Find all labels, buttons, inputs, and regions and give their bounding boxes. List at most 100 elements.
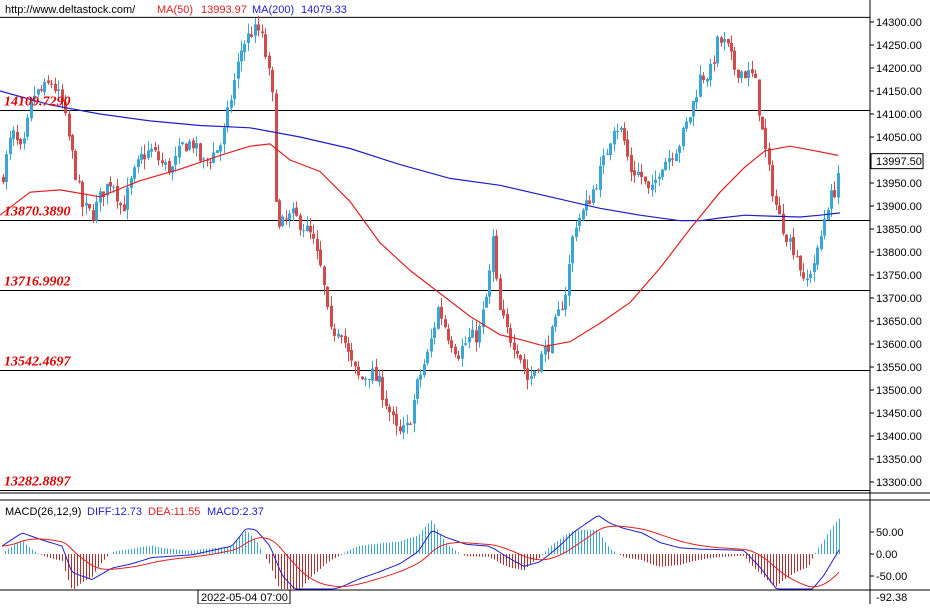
candle-body	[606, 153, 609, 155]
candle-body	[537, 369, 540, 371]
macd-min-label: -92.38	[876, 592, 907, 604]
candle-body	[268, 55, 271, 69]
candle-body	[785, 234, 788, 243]
ma50-label: MA(50)	[157, 4, 193, 16]
candle-body	[730, 42, 733, 52]
candle-body	[482, 309, 485, 328]
candle-body	[285, 218, 288, 220]
macd-title: MACD(26,12,9)	[5, 506, 81, 518]
price-tick-label: 14150.00	[876, 86, 922, 98]
candle-body	[744, 71, 747, 79]
candle-body	[171, 166, 174, 173]
candle-body	[633, 170, 636, 176]
candle-body	[837, 172, 840, 198]
candle-body	[354, 361, 357, 367]
candle-body	[485, 296, 488, 308]
candle-body	[554, 316, 557, 327]
candle-body	[264, 34, 267, 57]
macd-value-label: MACD:2.37	[207, 506, 264, 518]
level-label: 13716.9902	[4, 275, 71, 290]
level-label: 14109.7290	[4, 95, 71, 110]
candle-body	[216, 150, 219, 154]
candle-body	[33, 95, 36, 100]
candle-body	[302, 230, 305, 232]
candle-body	[651, 184, 654, 191]
macd-axis-ticks: 50.00 0.00 -50.00	[870, 527, 907, 583]
candle-body	[333, 328, 336, 336]
level-label: 13282.8897	[4, 475, 72, 490]
candle-body	[509, 328, 512, 343]
candle-body	[506, 314, 509, 328]
candle-body	[206, 159, 209, 161]
candle-body	[613, 130, 616, 145]
candle-body	[568, 264, 571, 296]
source-url[interactable]: http://www.deltastock.com/	[5, 4, 136, 16]
candle-body	[288, 213, 291, 221]
candle-body	[150, 148, 153, 152]
candle-body	[450, 340, 453, 349]
candle-body	[699, 74, 702, 97]
candle-body	[620, 127, 623, 130]
candle-body	[137, 159, 140, 168]
candle-body	[23, 138, 26, 144]
candle-body	[40, 89, 43, 91]
candle-body	[571, 236, 574, 264]
candle-body	[168, 161, 171, 173]
candle-body	[254, 24, 257, 36]
candle-body	[154, 147, 157, 151]
candle-body	[516, 350, 519, 355]
candle-body	[316, 238, 319, 252]
candle-body	[37, 89, 40, 95]
candle-body	[799, 255, 802, 271]
candle-body	[85, 203, 88, 206]
candle-body	[312, 233, 315, 239]
candle-body	[733, 50, 736, 70]
candle-body	[737, 69, 740, 78]
candle-body	[381, 377, 384, 401]
candle-body	[112, 186, 115, 188]
candle-body	[530, 376, 533, 379]
candle-body	[664, 161, 667, 171]
price-tick-label: 13650.00	[876, 316, 922, 328]
candle-body	[209, 161, 212, 163]
candle-body	[609, 143, 612, 156]
candle-body	[440, 306, 443, 319]
candle-body	[95, 201, 98, 221]
candle-body	[809, 273, 812, 278]
candle-body	[595, 188, 598, 190]
level-label: 13542.4697	[4, 355, 72, 370]
macd-tick-label: 0.00	[876, 549, 897, 561]
candle-body	[796, 256, 799, 258]
macd-dea-line	[1, 525, 840, 588]
candle-body	[816, 247, 819, 265]
candle-body	[388, 406, 391, 413]
candle-body	[361, 376, 364, 380]
candle-body	[740, 71, 743, 79]
candle-body	[695, 97, 698, 103]
candle-body	[475, 330, 478, 343]
candle-body	[661, 169, 664, 178]
candle-body	[551, 326, 554, 354]
candle-body	[764, 127, 767, 150]
candle-body	[702, 75, 705, 80]
candle-body	[330, 305, 333, 327]
level-labels: 14109.7290 13870.3890 13716.9902 13542.4697…	[4, 95, 72, 490]
candle-body	[344, 335, 347, 343]
candle-body	[54, 83, 57, 91]
candle-body	[444, 319, 447, 328]
candle-body	[775, 196, 778, 205]
candle-body	[468, 337, 471, 343]
candle-body	[519, 354, 522, 360]
candle-body	[833, 190, 836, 198]
candle-body	[2, 176, 5, 183]
candle-body	[43, 82, 46, 93]
candle-body	[243, 43, 246, 52]
candle-body	[426, 351, 429, 364]
candle-body	[409, 423, 412, 425]
macd-diff-line	[1, 515, 840, 590]
candle-body	[195, 143, 198, 149]
candle-body	[271, 69, 274, 93]
candle-body	[123, 204, 126, 212]
